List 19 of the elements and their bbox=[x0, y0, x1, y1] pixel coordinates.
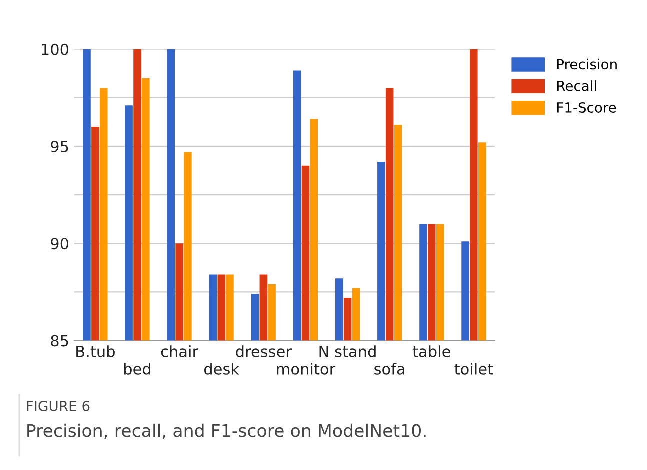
caption: FIGURE 6 bbox=[27, 400, 90, 412]
x-tick-label: monitor bbox=[277, 363, 336, 375]
y-tick-label: 95 bbox=[51, 140, 68, 153]
x-tick-label: toilet bbox=[454, 363, 494, 375]
x-tick-label: bed bbox=[124, 363, 150, 375]
x-tick-label: B.tub bbox=[76, 346, 115, 358]
legend-label: Precision bbox=[558, 58, 617, 70]
text: Precision, recall, and F1-score on ModelNet10. bbox=[28, 424, 426, 440]
legend-label: F1-Score bbox=[558, 102, 616, 113]
legend-label: Recall bbox=[558, 80, 596, 92]
x-tick-label: desk bbox=[204, 363, 240, 375]
y-tick-label: 100 bbox=[42, 44, 69, 56]
y-tick-label: 85 bbox=[51, 335, 68, 347]
x-tick-label: N stand bbox=[320, 346, 376, 358]
x-tick-label: dresser bbox=[236, 346, 292, 358]
x-tick-label: table bbox=[412, 346, 450, 358]
y-tick-label: 90 bbox=[51, 238, 69, 250]
x-tick-label: sofa bbox=[374, 363, 404, 375]
x-tick-label: chair bbox=[161, 346, 199, 358]
